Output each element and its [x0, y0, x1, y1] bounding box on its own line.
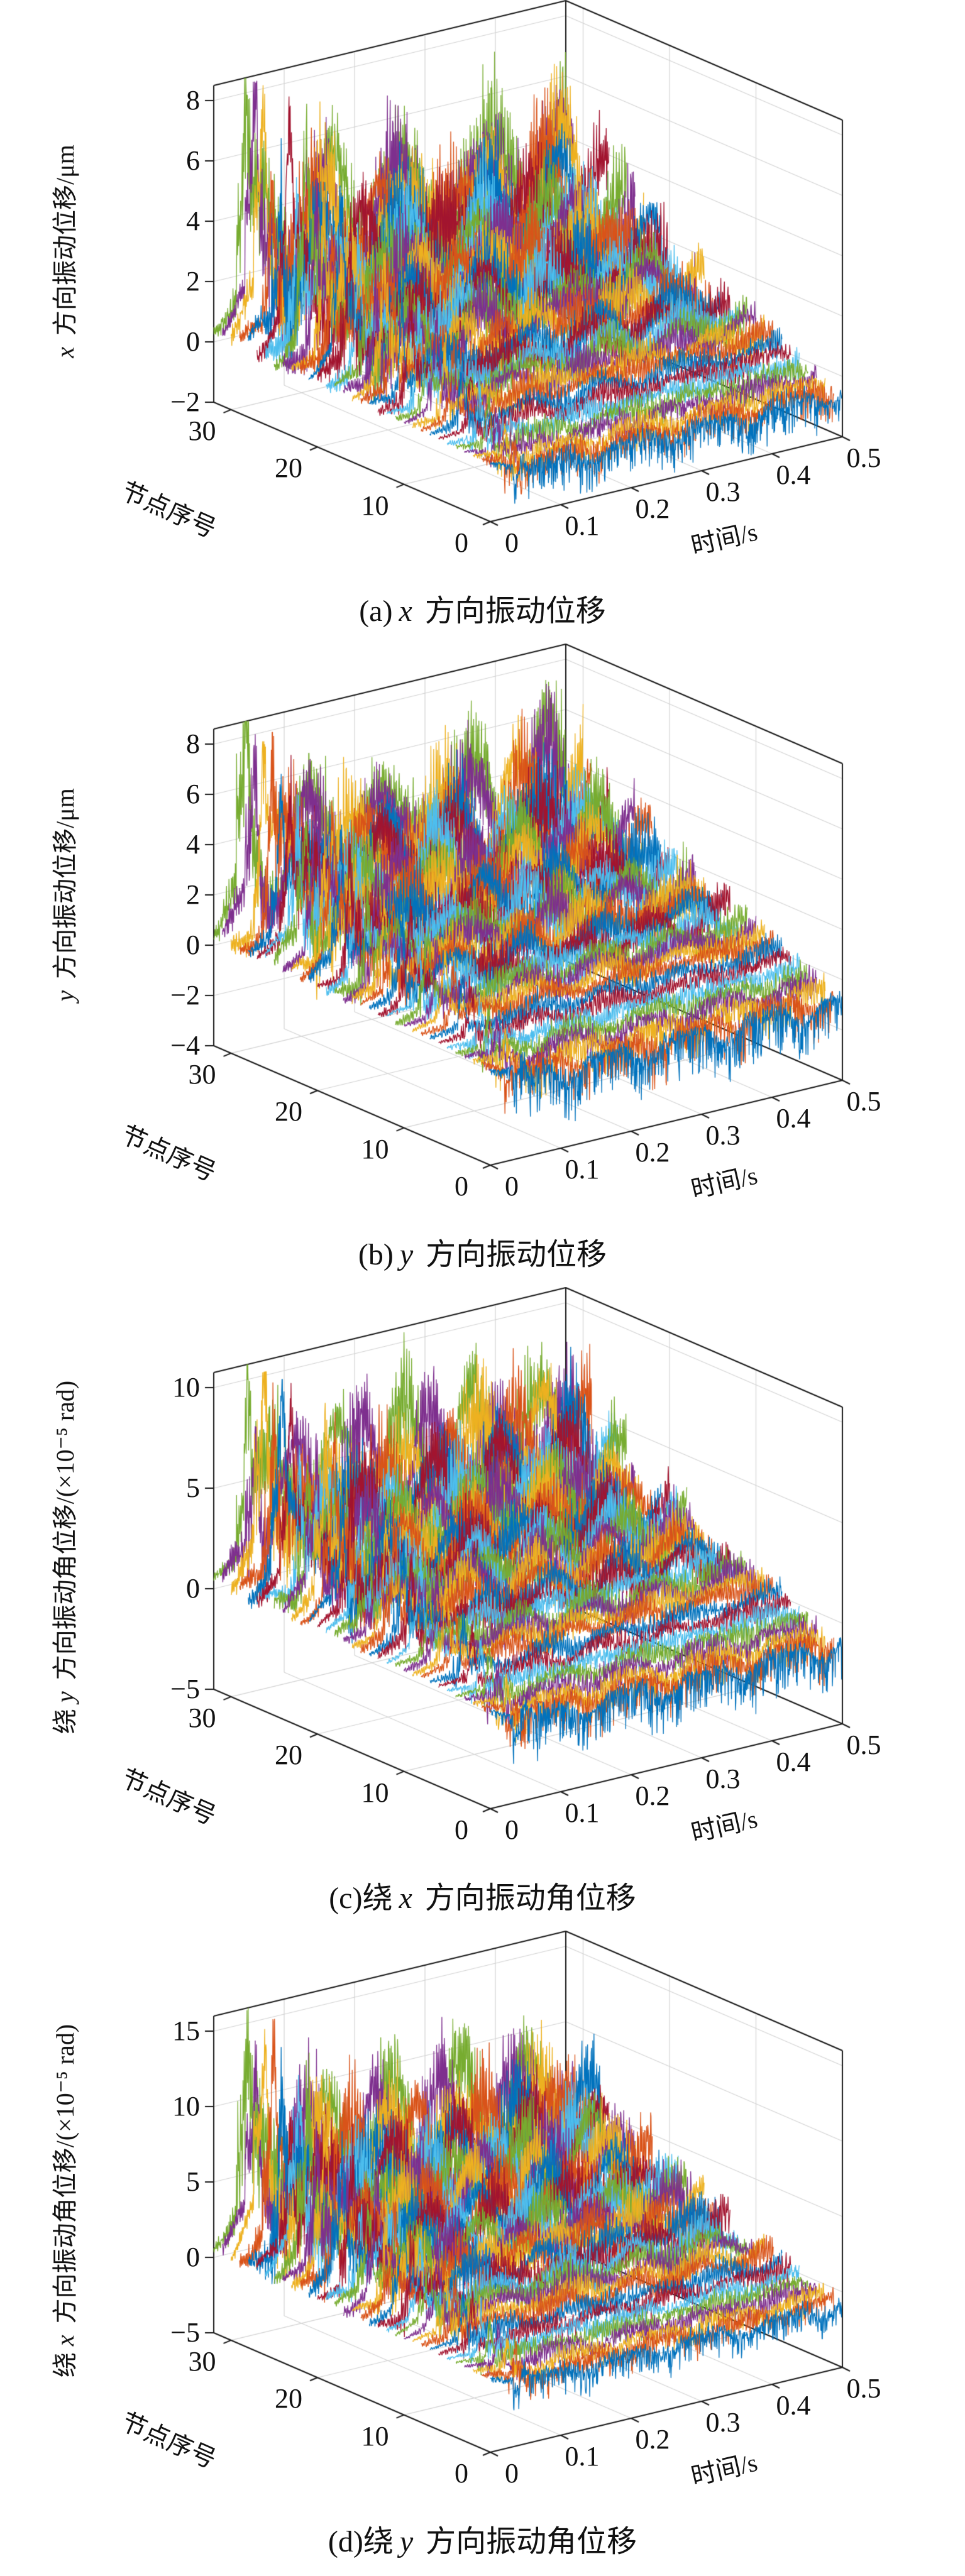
node-tick-label: 20	[275, 1096, 302, 1127]
time-tick-label: 0	[505, 527, 519, 558]
node-tick-label: 10	[361, 490, 389, 521]
node-tick-label: 30	[188, 1702, 216, 1733]
time-tick-label: 0.5	[846, 2373, 881, 2404]
time-tick-label: 0.4	[776, 2390, 811, 2421]
z-tick-label: −5	[170, 1674, 200, 1704]
waterfall-canvas-d	[0, 1931, 965, 2521]
time-tick-label: 0.2	[635, 1137, 670, 1168]
waterfall-canvas-a	[0, 0, 965, 591]
z-tick-label: 5	[186, 1472, 200, 1503]
time-tick-label: 0	[505, 1171, 519, 1202]
node-tick-label: 0	[455, 527, 468, 558]
z-tick-label: 6	[186, 779, 200, 809]
time-tick-label: 0.3	[705, 2407, 741, 2438]
z-axis-title: y 方向振动位移/μm	[51, 788, 79, 1002]
time-tick-label: 0	[505, 1814, 519, 1845]
node-tick-label: 0	[455, 1171, 468, 1202]
node-tick-label: 10	[361, 1133, 389, 1165]
z-tick-label: 0	[186, 326, 200, 357]
node-tick-label: 10	[361, 1777, 389, 1808]
z-tick-label: 0	[186, 929, 200, 960]
time-tick-label: 0.5	[846, 442, 881, 473]
caption-c: (c)绕 x 方向振动角位移	[329, 1882, 636, 1915]
z-tick-label: 0	[186, 1573, 200, 1604]
subplot-a-x-displacement: x 方向振动位移/μm 节点序号 时间/s (a) x 方向振动位移 −2 0 2 4 6…	[0, 0, 965, 644]
waterfall-canvas-c	[0, 1287, 965, 1878]
z-axis-title: x 方向振动位移/μm	[51, 145, 79, 358]
z-axis-title: 绕y 方向振动角位移/(×10⁻⁵ rad)	[51, 1380, 79, 1735]
node-tick-label: 10	[361, 2420, 389, 2452]
time-tick-label: 0.3	[705, 1763, 741, 1794]
time-tick-label: 0.1	[565, 510, 600, 541]
z-tick-label: −5	[170, 2317, 200, 2348]
z-tick-label: −2	[170, 980, 200, 1011]
time-tick-label: 0.4	[776, 1746, 811, 1777]
z-tick-label: 4	[186, 206, 200, 236]
node-tick-label: 20	[275, 2383, 302, 2414]
time-tick-label: 0.2	[635, 1780, 670, 1811]
z-tick-label: 4	[186, 829, 200, 860]
time-tick-label: 0.5	[846, 1086, 881, 1117]
caption-d: (d)绕 y 方向振动角位移	[328, 2525, 637, 2558]
subplot-c-angular-x: 绕y 方向振动角位移/(×10⁻⁵ rad) 节点序号 时间/s (c)绕 x 方…	[0, 1287, 965, 1931]
node-tick-label: 0	[455, 2458, 468, 2489]
node-tick-label: 20	[275, 1740, 302, 1771]
time-tick-label: 0.5	[846, 1729, 881, 1760]
node-tick-label: 0	[455, 1814, 468, 1845]
time-tick-label: 0.4	[776, 1103, 811, 1134]
z-tick-label: 0	[186, 2242, 200, 2272]
time-tick-label: 0.2	[635, 493, 670, 524]
subplot-b-y-displacement: y 方向振动位移/μm 节点序号 时间/s (b) y 方向振动位移 −4 −2 0 2…	[0, 644, 965, 1287]
node-tick-label: 30	[188, 1058, 216, 1090]
z-tick-label: 10	[172, 2091, 200, 2122]
time-tick-label: 0.4	[776, 459, 811, 490]
time-tick-label: 0.1	[565, 1797, 600, 1828]
z-tick-label: 8	[186, 85, 200, 116]
z-tick-label: −4	[170, 1030, 200, 1061]
z-tick-label: −2	[170, 386, 200, 417]
time-tick-label: 0.3	[705, 1120, 741, 1151]
z-tick-label: 8	[186, 728, 200, 759]
time-tick-label: 0.3	[705, 476, 741, 507]
z-tick-label: 2	[186, 266, 200, 297]
z-tick-label: 5	[186, 2166, 200, 2197]
time-tick-label: 0.2	[635, 2424, 670, 2455]
z-tick-label: 6	[186, 145, 200, 176]
time-tick-label: 0.1	[565, 1154, 600, 1185]
node-tick-label: 20	[275, 452, 302, 484]
waterfall-canvas-b	[0, 644, 965, 1234]
time-tick-label: 0.1	[565, 2441, 600, 2472]
caption-a: (a) x 方向振动位移	[359, 595, 606, 628]
time-tick-label: 0	[505, 2458, 519, 2489]
z-axis-title: 绕x 方向振动角位移/(×10⁻⁵ rad)	[51, 2024, 79, 2378]
caption-b: (b) y 方向振动位移	[358, 1238, 607, 1271]
z-tick-label: 2	[186, 879, 200, 910]
node-tick-label: 30	[188, 2345, 216, 2377]
z-tick-label: 10	[172, 1372, 200, 1403]
z-tick-label: 15	[172, 2015, 200, 2046]
subplot-d-angular-y: 绕x 方向振动角位移/(×10⁻⁵ rad) 节点序号 时间/s (d)绕 y 方…	[0, 1931, 965, 2574]
node-tick-label: 30	[188, 415, 216, 446]
